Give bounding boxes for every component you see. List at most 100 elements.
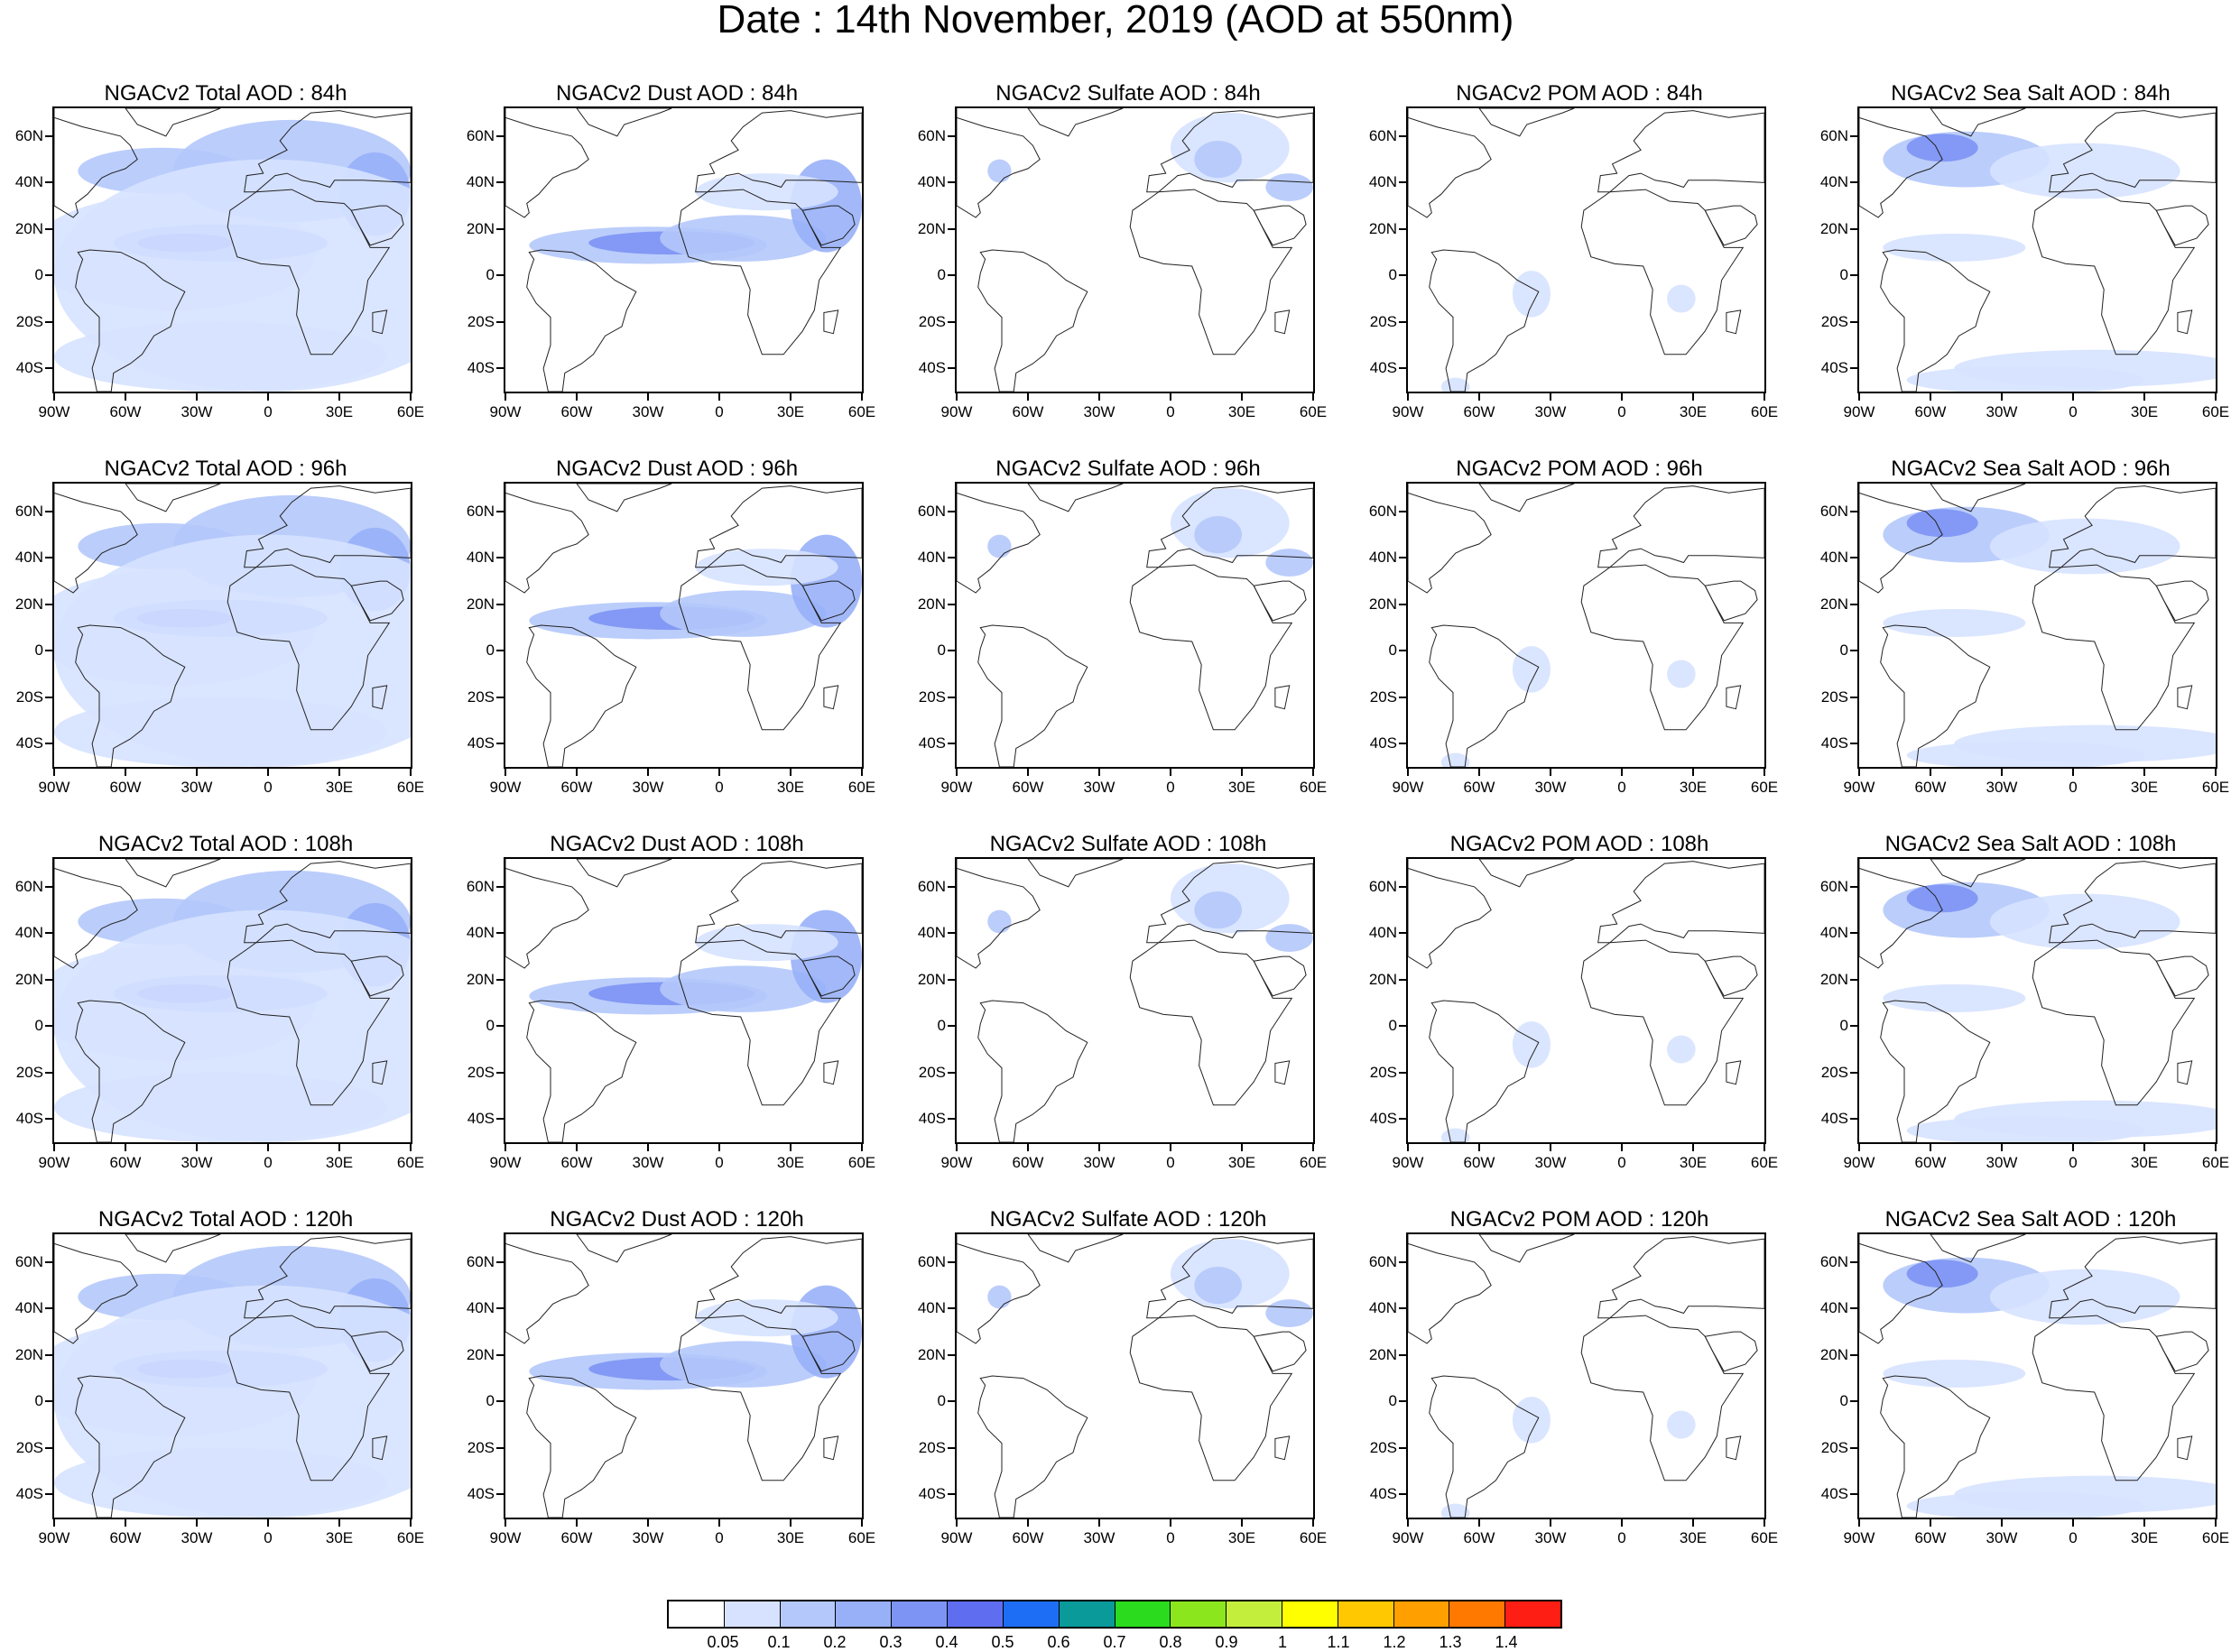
- coastline: [227, 1315, 391, 1481]
- coastline: [526, 1000, 637, 1142]
- coastline: [2177, 1060, 2193, 1085]
- lat-tick: [948, 134, 955, 137]
- aod-shading-region: [695, 924, 838, 962]
- coastline: [1408, 859, 1492, 969]
- panel-title: NGACv2 Sulfate AOD : 96h: [995, 457, 1261, 481]
- lon-tick: [1098, 1519, 1100, 1527]
- map-shading: [54, 484, 411, 767]
- aod-shading-region: [695, 1299, 838, 1337]
- lon-tick: [956, 1519, 958, 1527]
- lat-tick: [948, 1260, 955, 1263]
- lat-tick: [496, 696, 504, 698]
- coastline: [1880, 624, 1991, 767]
- lon-tick: [2001, 1519, 2003, 1527]
- lon-tick-label: 30W: [1083, 779, 1116, 796]
- lat-tick-label: 0: [937, 1392, 946, 1410]
- coastline: [801, 580, 856, 622]
- lon-tick: [1692, 1144, 1694, 1151]
- lon-tick-label: 60E: [2201, 1154, 2230, 1171]
- coastline: [2032, 939, 2196, 1106]
- lat-tick: [1399, 1400, 1406, 1403]
- lat-tick-label: 0: [1839, 1392, 1848, 1410]
- lon-tick: [647, 1144, 649, 1151]
- map-panel: NGACv2 POM AOD : 96h 60N 40N 20N 0 20S 40S 90W 6…: [1354, 457, 1805, 835]
- aod-shading-region: [1883, 983, 2026, 1012]
- lon-tick: [1027, 769, 1029, 776]
- lon-tick: [125, 1144, 126, 1151]
- lon-tick: [1170, 769, 1171, 776]
- colorbar: [667, 1600, 1562, 1629]
- lon-tick: [1692, 1519, 1694, 1527]
- lon-tick-label: 90W: [940, 1529, 973, 1546]
- lat-tick-label: 0: [34, 641, 43, 660]
- lat-tick: [496, 1260, 504, 1263]
- lat-tick: [1399, 932, 1406, 935]
- aod-shading-region: [660, 1341, 827, 1388]
- panel-title: NGACv2 Sea Salt AOD : 84h: [1891, 81, 2171, 106]
- lat-tick-label: 20S: [1369, 1438, 1397, 1456]
- lat-tick: [1850, 367, 1857, 370]
- lat-tick: [496, 227, 504, 230]
- lat-tick-label: 40N: [466, 1299, 495, 1317]
- coastline: [1146, 861, 1313, 944]
- lat-tick: [1399, 557, 1406, 559]
- map-plot-area: [1406, 482, 1766, 769]
- lon-tick-label: 30W: [1534, 779, 1567, 796]
- lat-tick-label: 60N: [466, 877, 495, 895]
- lat-tick: [1399, 227, 1406, 230]
- lon-tick: [1407, 769, 1409, 776]
- lon-tick-label: 30E: [776, 1529, 805, 1546]
- coastline: [350, 580, 404, 622]
- lon-tick-label: 30E: [2130, 779, 2159, 796]
- colorbar-swatch: [892, 1601, 949, 1627]
- lat-tick: [1850, 885, 1857, 888]
- coastline: [1478, 1234, 1575, 1263]
- map-panel: NGACv2 Sulfate AOD : 120h 60N 40N 20N 0 20S 40…: [903, 1207, 1354, 1586]
- lat-tick-label: 60N: [14, 1252, 43, 1270]
- coastline: [977, 249, 1088, 392]
- lat-tick-label: 20N: [14, 595, 43, 613]
- coastline: [350, 205, 404, 246]
- lat-tick-label: 20N: [466, 219, 495, 237]
- coastline: [1253, 205, 1307, 246]
- colorbar-swatch: [780, 1601, 837, 1627]
- coastline: [695, 110, 862, 193]
- lat-tick-label: 40N: [466, 924, 495, 942]
- lon-tick-label: 60W: [1914, 1529, 1947, 1546]
- map-shading: [505, 484, 862, 767]
- aod-shading-region: [54, 159, 411, 392]
- coastline: [1429, 1375, 1540, 1518]
- lat-tick-label: 40S: [467, 359, 495, 377]
- coastline: [1704, 580, 1758, 622]
- lon-tick: [718, 769, 720, 776]
- lon-tick: [956, 393, 958, 401]
- lat-tick: [948, 367, 955, 370]
- lat-tick-label: 0: [1388, 266, 1397, 284]
- aod-shading-region: [1265, 1299, 1313, 1327]
- coastline: [75, 249, 186, 392]
- lon-tick-label: 90W: [1843, 779, 1875, 796]
- lat-tick: [45, 1025, 52, 1028]
- map-panel: NGACv2 Sea Salt AOD : 108h 60N 40N 20N 0 20S 4…: [1805, 832, 2231, 1211]
- lat-tick: [496, 1025, 504, 1028]
- coastline: [1859, 859, 1943, 969]
- lon-tick-label: 90W: [940, 1154, 973, 1171]
- lat-tick-label: 20S: [1820, 312, 1848, 330]
- lat-tick-label: 20N: [466, 970, 495, 988]
- coastline: [1859, 108, 1943, 218]
- page-title: Date : 14th November, 2019 (AOD at 550nm…: [717, 0, 1514, 42]
- coastline: [678, 939, 842, 1106]
- lon-tick-label: 60W: [1914, 779, 1947, 796]
- lon-tick: [2215, 769, 2217, 776]
- lat-tick: [1399, 1071, 1406, 1074]
- coastline: [2049, 1236, 2216, 1319]
- coastline: [1408, 108, 1492, 218]
- colorbar-label: 1: [1277, 1633, 1287, 1651]
- lon-tick-label: 30W: [1534, 1154, 1567, 1171]
- lon-tick: [505, 769, 506, 776]
- lat-tick: [1399, 1118, 1406, 1121]
- lat-tick-label: 60N: [466, 502, 495, 520]
- panel-title: NGACv2 Dust AOD : 96h: [555, 457, 799, 481]
- coastline: [576, 1234, 672, 1263]
- map-plot-area: [1857, 482, 2217, 769]
